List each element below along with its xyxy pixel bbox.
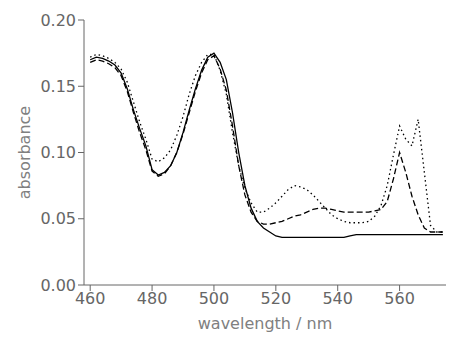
svg-text:500: 500 (199, 289, 230, 308)
svg-text:wavelength / nm: wavelength / nm (198, 314, 333, 333)
svg-text:540: 540 (322, 289, 353, 308)
svg-text:0.00: 0.00 (40, 276, 76, 295)
svg-text:520: 520 (261, 289, 292, 308)
svg-text:0.20: 0.20 (40, 11, 76, 30)
svg-text:0.05: 0.05 (40, 209, 76, 228)
svg-text:560: 560 (384, 289, 415, 308)
svg-text:0.15: 0.15 (40, 77, 76, 96)
svg-text:480: 480 (137, 289, 168, 308)
svg-text:absorbance: absorbance (15, 106, 34, 199)
svg-text:0.10: 0.10 (40, 143, 76, 162)
svg-text:460: 460 (75, 289, 106, 308)
